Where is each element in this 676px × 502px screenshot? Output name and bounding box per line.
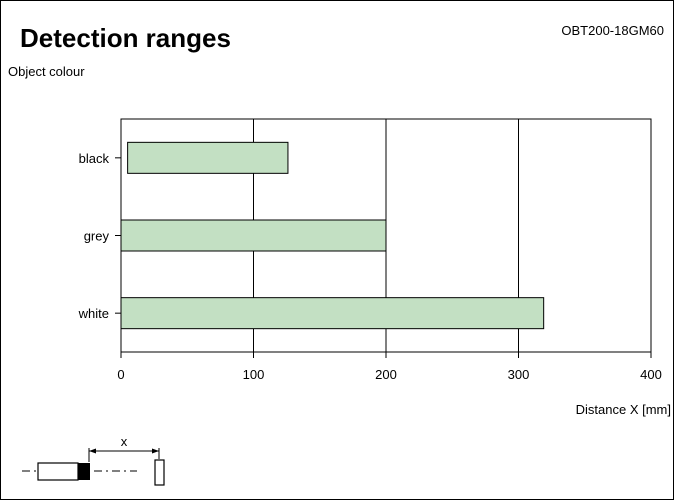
x-axis-label: Distance X [mm] [575,402,671,417]
category-label-white: white [78,306,109,321]
plot-area: 0 100 200 300 400 black grey white [78,118,662,382]
arrow-right-icon [152,448,159,454]
distance-symbol: x [121,434,128,449]
sensor-body-icon [37,462,79,481]
bar-white [120,297,545,330]
sensor-diagram: x [22,434,165,486]
target-object-icon [154,459,165,486]
category-label-black: black [79,151,110,166]
bar-black [127,141,289,174]
x-tick-label-200: 200 [375,367,397,382]
model-number: OBT200-18GM60 [561,23,664,38]
category-label-grey: grey [84,229,110,244]
x-tick-label-400: 400 [640,367,662,382]
arrow-left-icon [89,448,96,454]
x-tick-label-100: 100 [243,367,265,382]
y-axis-title: Object colour [8,64,85,79]
sensor-lens-icon [78,463,90,480]
x-tick-label-300: 300 [508,367,530,382]
bar-grey [120,219,387,252]
x-tick-label-0: 0 [117,367,124,382]
chart-title: Detection ranges [20,23,231,53]
